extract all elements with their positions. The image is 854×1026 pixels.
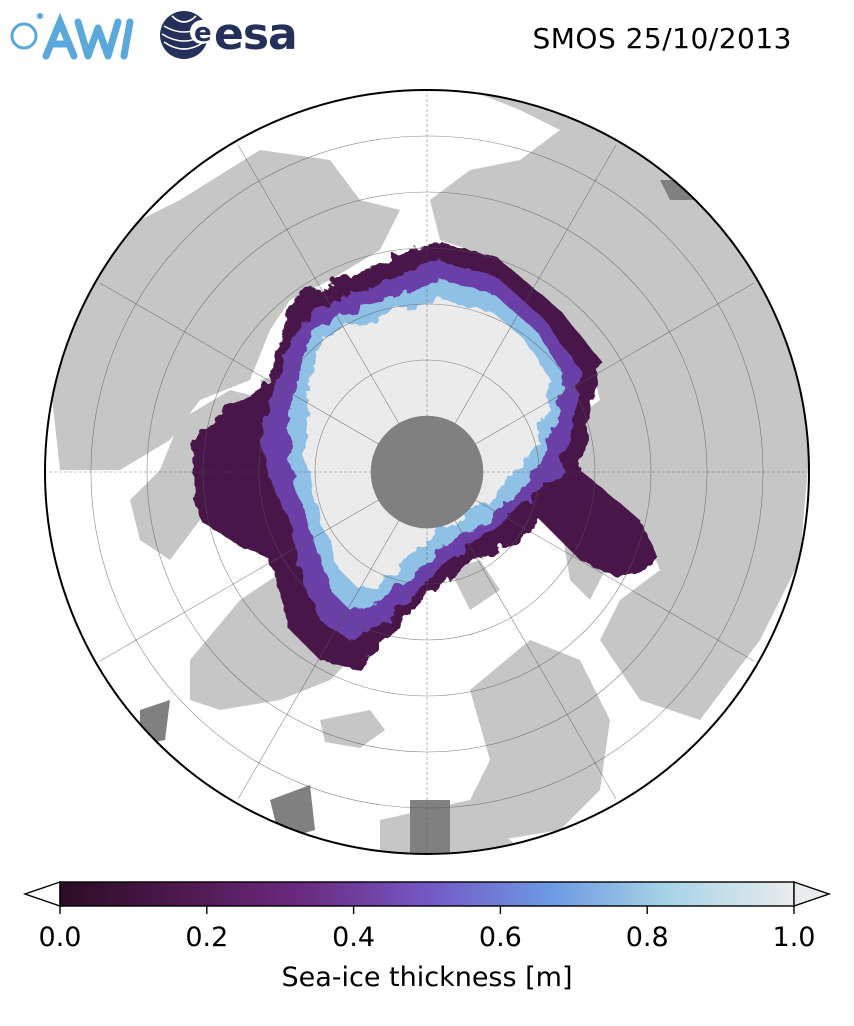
colorbar-gradient	[59, 881, 795, 907]
meridians	[45, 90, 809, 854]
colorbar-tick-label: 0.0	[38, 922, 82, 953]
colorbar-tick-label: 0.4	[332, 922, 376, 953]
svg-text:e: e	[194, 18, 212, 48]
land-siberia	[430, 90, 809, 720]
land-iceland	[320, 710, 385, 748]
arctic-sea-ice-map	[44, 89, 810, 855]
awi-logo	[10, 12, 134, 60]
pole-hole	[371, 416, 483, 528]
globe-outline	[44, 89, 810, 855]
colorbar-tick-label: 0.2	[185, 922, 229, 953]
colorbar-tick-label: 1.0	[772, 922, 816, 953]
land-svalbard	[450, 560, 500, 610]
esa-logo-text: esa	[214, 9, 298, 60]
colorbar-extend-max	[793, 881, 832, 907]
map-title: SMOS 25/10/2013	[532, 22, 792, 55]
esa-globe-logo: e	[160, 11, 214, 59]
land-scandinavia	[470, 640, 610, 840]
colorbar-label: Sea-ice thickness [m]	[281, 962, 573, 993]
colorbar-tick-label: 0.8	[625, 922, 669, 953]
land-alaska	[50, 150, 400, 470]
colorbar-extend-min	[22, 881, 61, 907]
colorbar-tick-label: 0.6	[478, 922, 522, 953]
